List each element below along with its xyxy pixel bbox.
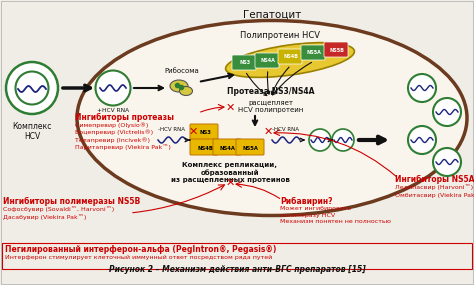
Text: Пегилированный интерферон-альфа (PegIntron®, Pegasis®): Пегилированный интерферон-альфа (PegIntr…: [5, 245, 276, 254]
Text: ✕: ✕: [225, 178, 235, 188]
Text: -HCV RNA: -HCV RNA: [158, 127, 185, 132]
Ellipse shape: [433, 148, 461, 176]
Text: NS3: NS3: [199, 131, 211, 135]
Text: Интерферон стимулирует клеточный иммунный ответ посредством ряда путей: Интерферон стимулирует клеточный иммунны…: [5, 255, 272, 260]
FancyBboxPatch shape: [236, 139, 264, 155]
Text: Рисунок 2 – Механизм действия анти-ВГС препаратов [15]: Рисунок 2 – Механизм действия анти-ВГС п…: [109, 265, 365, 274]
Ellipse shape: [433, 98, 461, 126]
Text: NS4A: NS4A: [261, 58, 275, 64]
FancyBboxPatch shape: [301, 45, 325, 60]
Ellipse shape: [77, 21, 467, 215]
Ellipse shape: [180, 87, 192, 95]
Text: ✕: ✕: [264, 127, 273, 137]
Ellipse shape: [16, 72, 48, 105]
Ellipse shape: [332, 129, 354, 151]
Text: NS4B: NS4B: [197, 146, 213, 150]
Ellipse shape: [95, 70, 130, 105]
FancyBboxPatch shape: [232, 55, 256, 70]
Text: Рибавирин?: Рибавирин?: [280, 197, 332, 206]
Text: +HCV RNA: +HCV RNA: [97, 108, 129, 113]
FancyBboxPatch shape: [324, 42, 348, 57]
Text: Комплекс
HCV: Комплекс HCV: [12, 122, 52, 141]
Ellipse shape: [170, 80, 188, 92]
Text: Полипротеин HCV: Полипротеин HCV: [240, 31, 320, 40]
Text: NS5B: NS5B: [329, 48, 345, 52]
Text: Ингибиторы протеазы: Ингибиторы протеазы: [75, 113, 174, 122]
FancyBboxPatch shape: [255, 53, 279, 68]
Text: Ингибиторы NS5A: Ингибиторы NS5A: [395, 175, 474, 184]
Text: NS3: NS3: [239, 60, 251, 66]
Text: Ингибиторы полимеразы NS5B: Ингибиторы полимеразы NS5B: [3, 197, 140, 206]
Text: Гепатоцит: Гепатоцит: [243, 10, 301, 20]
Text: Рибосома: Рибосома: [164, 68, 200, 74]
FancyBboxPatch shape: [278, 49, 302, 64]
Text: NS5A: NS5A: [243, 146, 259, 150]
Text: -HCV RNA: -HCV RNA: [273, 127, 300, 132]
Text: Софосбувир (Sovaldi™, Harvoni™)
Дасабувир (Viekira Pak™): Софосбувир (Sovaldi™, Harvoni™) Дасабуви…: [3, 206, 114, 220]
Ellipse shape: [408, 126, 436, 154]
Text: ✕: ✕: [188, 127, 198, 137]
Ellipse shape: [309, 129, 331, 151]
FancyBboxPatch shape: [213, 139, 241, 155]
Text: Комплекс репликации,
образованный
из расщепленных протеинов: Комплекс репликации, образованный из рас…: [171, 162, 290, 183]
Text: Ледипасвир (Harvoni™)
Омбитасвир (Viekira Pak™): Ледипасвир (Harvoni™) Омбитасвир (Viekir…: [395, 184, 474, 198]
Ellipse shape: [226, 43, 355, 78]
FancyBboxPatch shape: [190, 139, 218, 155]
Ellipse shape: [6, 62, 58, 114]
Text: Симепревир (Olysio®)
Боцепревир (Victrelis®)
Телапревир (Incivek®)
Паритапревир : Симепревир (Olysio®) Боцепревир (Victrel…: [75, 122, 171, 150]
Text: Может ингибировать
полимеразу HCV
Механизм понятен не полностью: Может ингибировать полимеразу HCV Механи…: [280, 206, 391, 224]
Text: ✕: ✕: [225, 103, 235, 113]
Text: NS4A: NS4A: [220, 146, 236, 150]
Text: расщепляет
HCV полипротеин: расщепляет HCV полипротеин: [238, 100, 304, 113]
Text: NS5A: NS5A: [307, 50, 321, 56]
Text: NS4B: NS4B: [283, 54, 299, 60]
Text: Протеаза NS3/NS4A: Протеаза NS3/NS4A: [227, 87, 315, 95]
FancyBboxPatch shape: [190, 124, 218, 140]
Ellipse shape: [408, 74, 436, 102]
